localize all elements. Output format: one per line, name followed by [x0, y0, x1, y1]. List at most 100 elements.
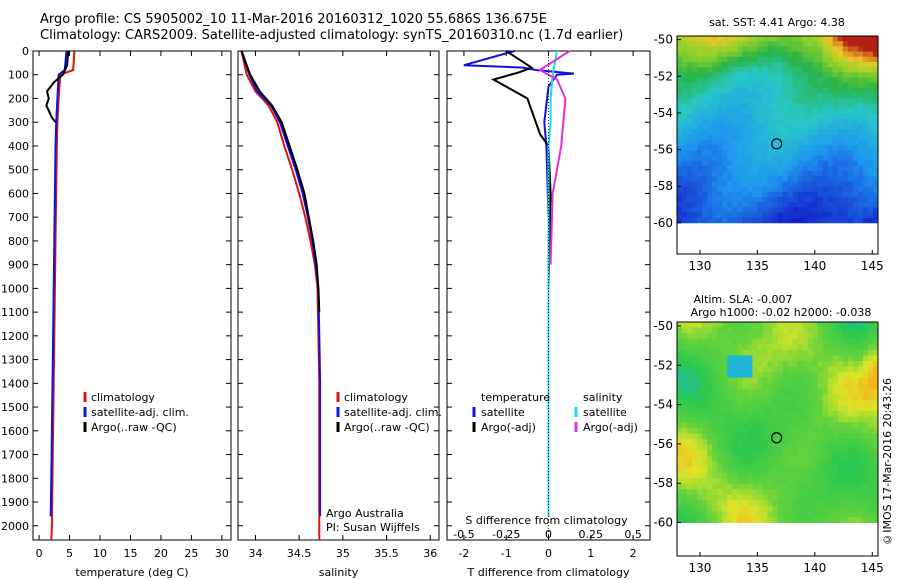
sst_map-cell: [697, 155, 703, 161]
temperature-ytick-label: 1000: [1, 282, 29, 295]
sst_map-cell: [742, 72, 748, 78]
sla_map-cell: [762, 327, 768, 334]
sla_map-cell: [712, 494, 718, 501]
sla_map-cell: [677, 466, 683, 473]
sst_map-cell: [802, 150, 809, 156]
sst_map-cell: [832, 145, 839, 151]
sst_map-cell: [727, 36, 733, 42]
sla_map-cell: [867, 322, 874, 328]
sla_map-cell: [712, 517, 718, 523]
sst_map-cell: [822, 134, 829, 141]
sst_map-cell: [857, 129, 864, 136]
sla_map-cell: [712, 427, 718, 434]
sla_map-cell: [742, 333, 748, 340]
sla_map-cell: [727, 344, 733, 351]
sla_map-cell: [747, 411, 753, 418]
sla_map-cell: [842, 327, 849, 334]
sst_map-cell: [682, 139, 688, 146]
sla_map-cell: [697, 416, 703, 423]
sst_map-cell: [687, 160, 693, 167]
sla_map-cell: [747, 333, 753, 340]
sst_map-cell: [727, 56, 733, 63]
sst_map-cell: [677, 119, 683, 125]
sst_map-cell: [777, 170, 783, 177]
sst_map-cell: [722, 87, 728, 94]
sst_map-cell: [687, 129, 693, 136]
sla_map-cell: [722, 478, 728, 484]
sla_map-cell: [747, 405, 753, 412]
sst_map-cell: [872, 176, 879, 182]
sst_map-cell: [762, 61, 768, 68]
sla_map-cell: [807, 388, 814, 395]
sla_map-cell: [747, 394, 753, 401]
sla_map-cell: [857, 361, 864, 367]
sla_map-cell: [867, 344, 874, 351]
sst_map-cell: [857, 41, 864, 47]
sst_map-cell: [742, 124, 748, 130]
sla_map-ytick-label: -54: [653, 398, 673, 412]
sst_map-cell: [692, 87, 698, 94]
temperature-ytick-label: 1900: [1, 496, 29, 509]
sla_map-cell: [712, 433, 718, 440]
sst_map-cell: [702, 77, 708, 84]
sla_map-cell: [832, 349, 839, 356]
sla_map-cell: [697, 517, 703, 523]
sst_map-cell: [792, 150, 799, 156]
sla_map-cell: [682, 355, 688, 362]
sla_map-cell: [782, 478, 788, 484]
sst_map-cell: [852, 103, 859, 110]
sst_map-cell: [832, 124, 839, 130]
sla_map-cell: [797, 505, 804, 512]
sla_map-cell: [807, 444, 814, 451]
sla_map-cell: [852, 405, 859, 412]
sst_map-cell: [857, 139, 864, 146]
difference-legend-s-item: Argo(-adj): [583, 421, 638, 434]
sla_map-cell: [872, 405, 879, 412]
sst_map-cell: [837, 202, 844, 208]
sla_map-cell: [697, 327, 703, 334]
sla_map-cell: [742, 388, 748, 395]
sla_map-cell: [732, 466, 738, 473]
sst_map-cell: [832, 113, 839, 120]
sst_map-cell: [842, 150, 849, 156]
sst_map-cell: [737, 67, 743, 73]
sla_map-cell: [707, 455, 713, 462]
sst_map-cell: [867, 61, 874, 68]
sla_map-cell: [857, 505, 864, 512]
sla_map-cell: [857, 450, 864, 457]
sst_map-cell: [717, 165, 723, 172]
sla_map-cell: [862, 377, 869, 384]
sla_map-cell: [827, 411, 834, 418]
sla_map-cell: [832, 361, 839, 367]
sla_map-cell: [722, 466, 728, 473]
sla_map-cell: [752, 349, 758, 356]
sla_map-cell: [737, 455, 743, 462]
sla_map-cell: [747, 422, 753, 429]
sst_map-cell: [777, 87, 783, 94]
sst_map-cell: [772, 129, 778, 136]
sst_map-cell: [702, 212, 708, 219]
sla_map-cell: [842, 400, 849, 406]
sla_map-cell: [762, 344, 768, 351]
sla_map-cell: [717, 466, 723, 473]
sla_map-cell: [852, 433, 859, 440]
sla_map-cell: [862, 489, 869, 496]
sla_map-cell: [832, 344, 839, 351]
sst_map-cell: [812, 145, 819, 151]
sla_map-cell: [782, 483, 788, 490]
sst_map-cell: [707, 165, 713, 172]
sst_map-cell: [722, 202, 728, 208]
sla_map-cell: [747, 388, 753, 395]
sla_map-cell: [747, 355, 753, 362]
sst_map-cell: [712, 98, 718, 104]
sla_map-cell: [812, 433, 819, 440]
sla_map-cell: [832, 505, 839, 512]
sst_map-cell: [737, 217, 743, 224]
sst_map-cell: [842, 202, 849, 208]
sla_map-cell: [852, 338, 859, 345]
sla_map-cell: [827, 327, 834, 334]
sst_map-cell: [777, 217, 783, 224]
sst_map-cell: [822, 165, 829, 172]
sla_map-cell: [847, 349, 854, 356]
sla_map-cell: [772, 344, 778, 351]
